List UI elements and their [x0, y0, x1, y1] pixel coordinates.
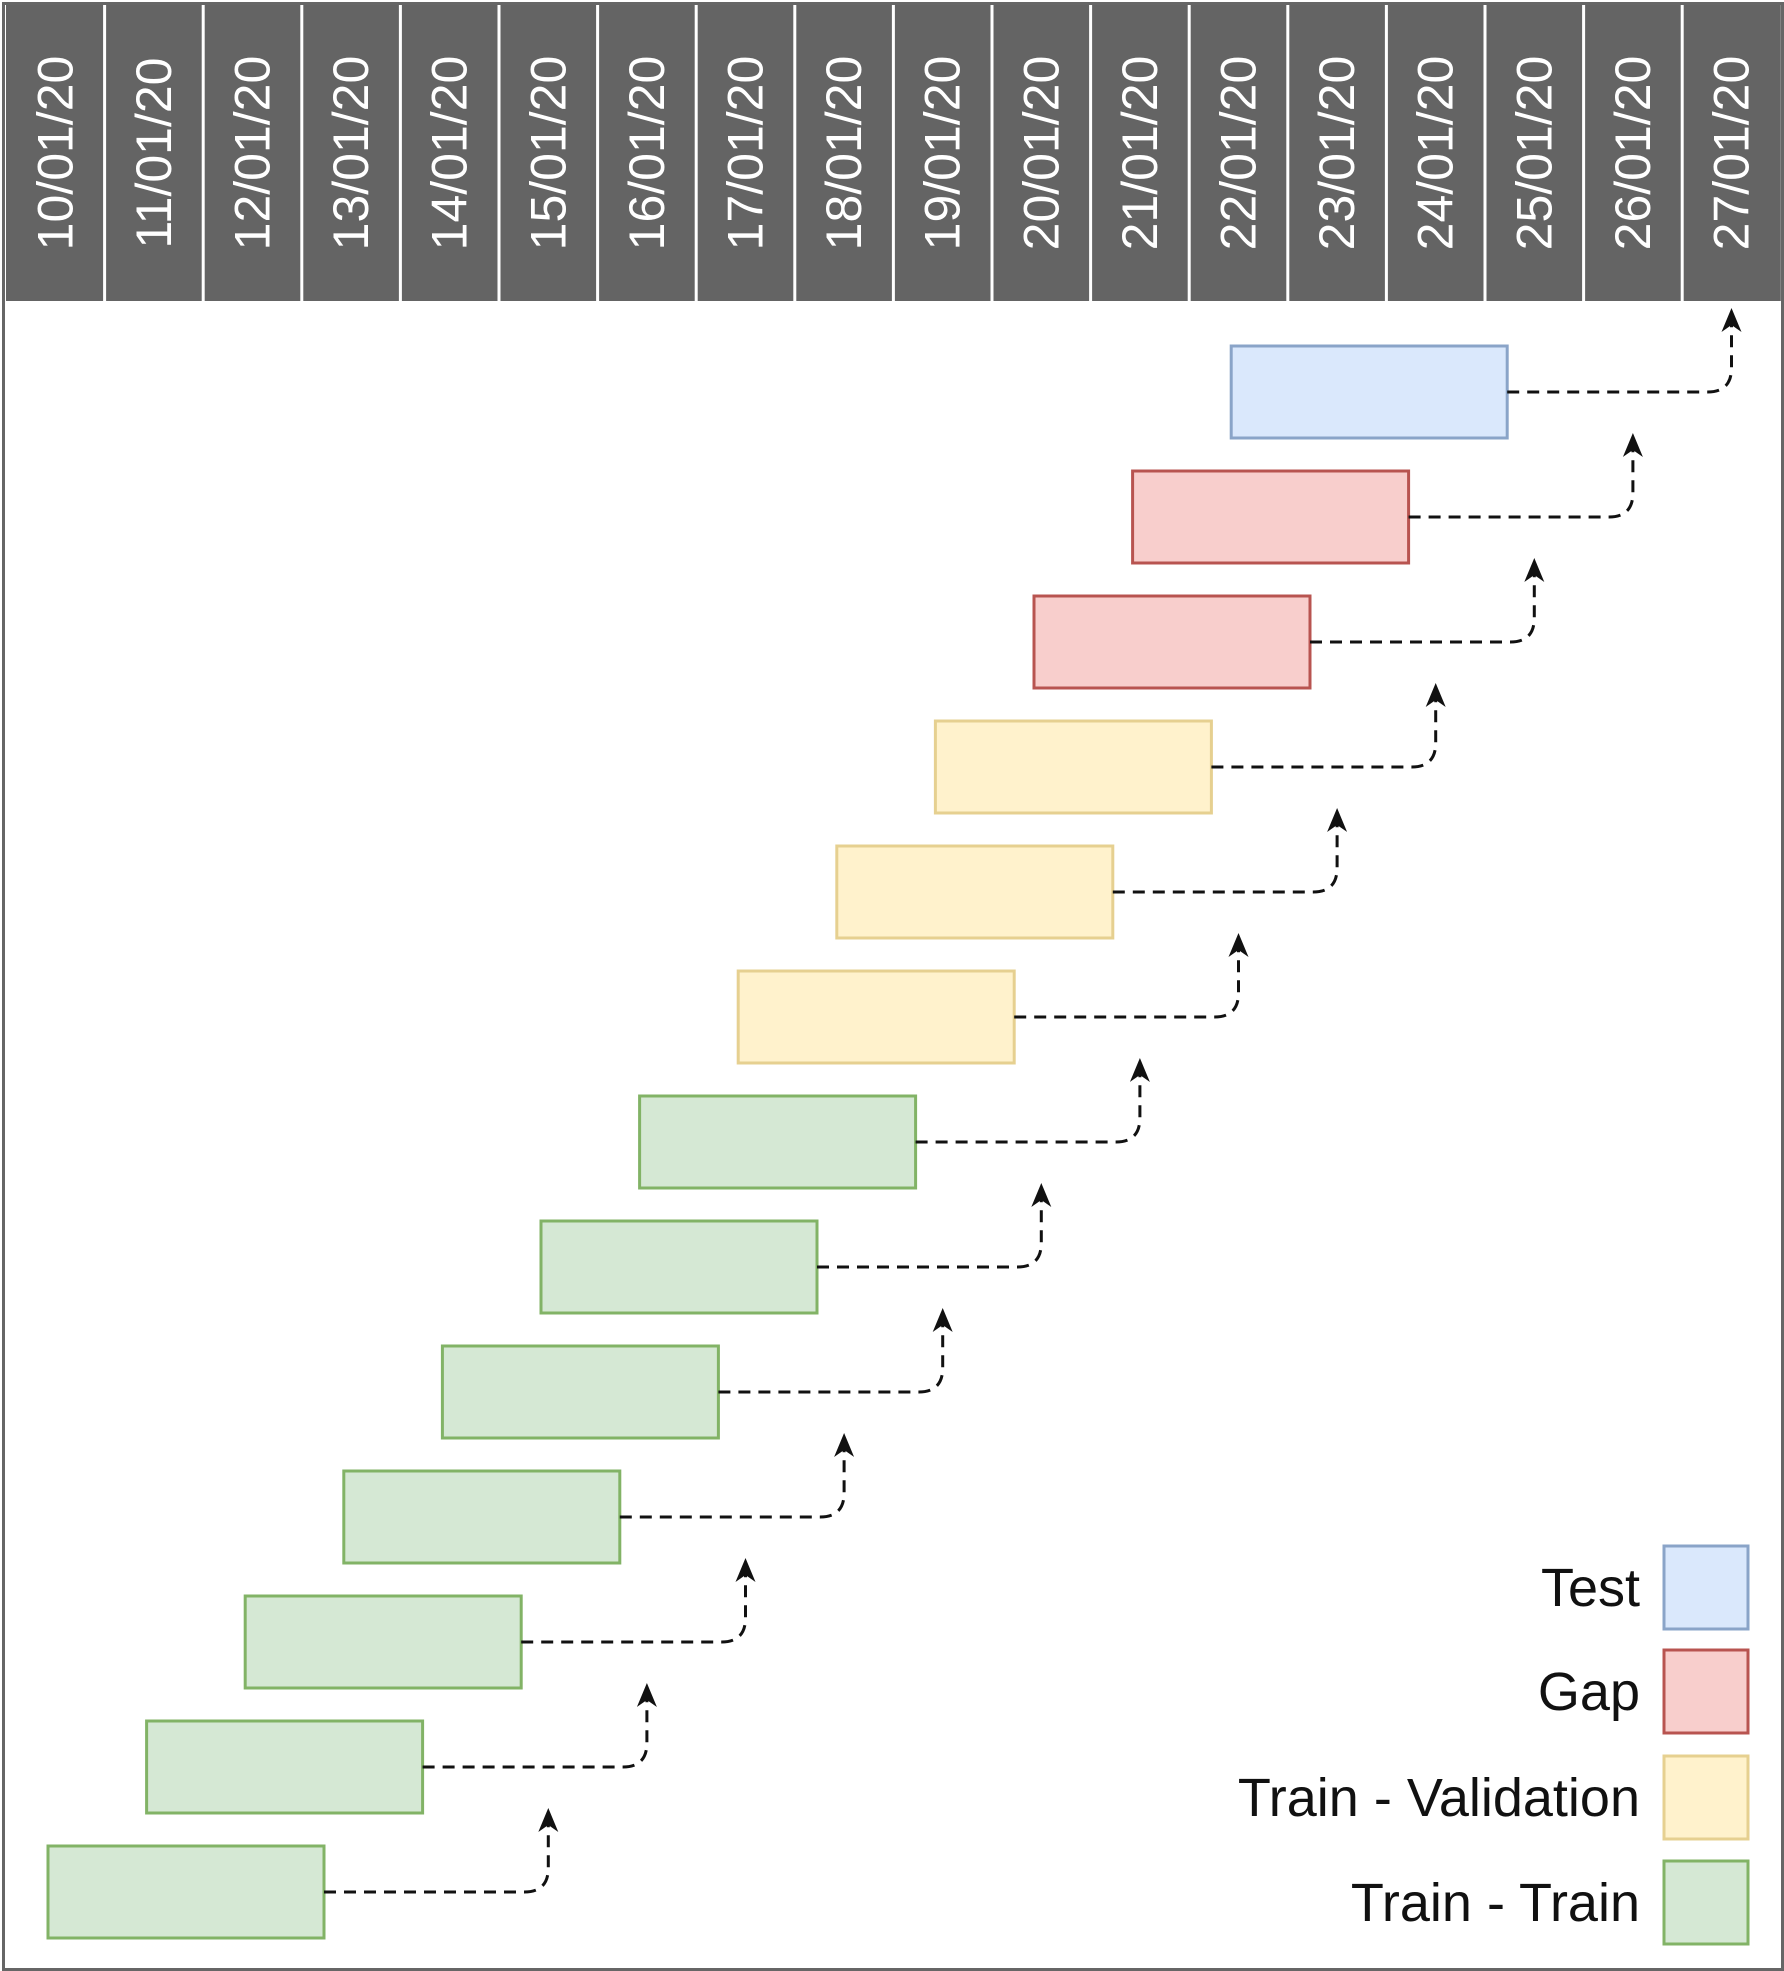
date-label: 19/01/20 — [915, 56, 971, 251]
legend-label-gap: Gap — [1538, 1662, 1640, 1722]
date-label: 16/01/20 — [619, 56, 675, 251]
row-bar-tt — [243, 1594, 523, 1690]
date-label: 10/01/20 — [27, 56, 83, 251]
date-label: 24/01/20 — [1408, 56, 1464, 251]
row-bar-tt — [638, 1094, 918, 1190]
row-arrow — [422, 1683, 657, 1769]
row-bar-tt — [539, 1219, 819, 1315]
legend-swatch-test — [1662, 1544, 1750, 1631]
row-bar-tv — [736, 969, 1016, 1065]
legend-label-tv: Train - Validation — [1238, 1768, 1640, 1828]
date-label: 17/01/20 — [718, 56, 774, 251]
row-bar-tt — [440, 1344, 720, 1440]
date-label: 22/01/20 — [1211, 56, 1267, 251]
row-arrow — [915, 1058, 1150, 1144]
date-label: 14/01/20 — [422, 56, 478, 251]
date-label: 11/01/20 — [126, 58, 182, 249]
legend-label-tt: Train - Train — [1351, 1873, 1640, 1933]
row-bar-test — [1229, 344, 1509, 440]
row-arrow — [817, 1183, 1052, 1269]
legend-swatch-gap — [1662, 1648, 1750, 1735]
row-arrow — [1310, 558, 1545, 644]
row-bar-gap — [1032, 594, 1312, 690]
row-bar-tv — [933, 719, 1213, 815]
date-header: 10/01/20 11/01/20 12/01/20 13/01/20 14/01/20… — [6, 5, 1781, 301]
row-bar-tt — [342, 1469, 622, 1565]
legend: Test Gap Train - Validation Train - Train — [1238, 1544, 1750, 1946]
date-label: 13/01/20 — [323, 56, 379, 251]
row-arrow — [1112, 808, 1348, 894]
row-bar-tv — [835, 844, 1115, 940]
date-label: 25/01/20 — [1506, 56, 1562, 251]
date-label: 26/01/20 — [1605, 56, 1661, 251]
date-label: 27/01/20 — [1704, 56, 1760, 251]
row-arrow — [1211, 683, 1446, 769]
date-label: 23/01/20 — [1309, 56, 1365, 251]
date-label: 20/01/20 — [1013, 56, 1069, 251]
legend-swatch-tt — [1662, 1859, 1750, 1946]
row-arrow — [1408, 433, 1643, 519]
row-arrow — [1014, 933, 1249, 1019]
legend-label-test: Test — [1541, 1558, 1640, 1618]
row-arrow — [521, 1558, 756, 1644]
date-label: 12/01/20 — [225, 56, 281, 251]
date-label: 21/01/20 — [1112, 56, 1168, 251]
row-bar-tt — [145, 1719, 425, 1815]
row-arrow — [718, 1308, 953, 1394]
row-arrow — [1507, 308, 1742, 394]
date-label: 15/01/20 — [520, 56, 576, 251]
date-label: 18/01/20 — [816, 56, 872, 251]
legend-swatch-tv — [1662, 1754, 1750, 1841]
timeline-rows — [46, 308, 1742, 1940]
row-arrow — [619, 1433, 855, 1519]
row-bar-gap — [1131, 469, 1411, 565]
row-bar-tt — [46, 1844, 326, 1940]
row-arrow — [324, 1808, 559, 1894]
